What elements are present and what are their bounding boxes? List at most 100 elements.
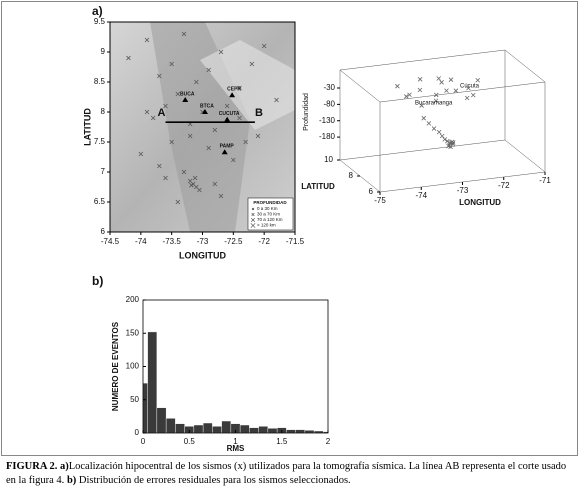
event — [439, 133, 445, 139]
caption-text: Distribución de errores residuales para … — [76, 475, 351, 486]
event — [436, 76, 442, 81]
box-edge — [339, 49, 506, 71]
event — [444, 88, 449, 93]
x-tick-label: 1 — [233, 437, 238, 446]
caption-text: Localización hipocentral de los sismos (… — [6, 461, 567, 486]
y-tick-label: 8 — [349, 171, 354, 180]
bar — [147, 331, 158, 434]
event — [433, 92, 439, 98]
z-tick-label: -30 — [323, 83, 335, 92]
caption-label: FIGURA 2. a) — [6, 461, 69, 472]
event — [453, 88, 459, 93]
event — [403, 94, 409, 99]
event — [417, 77, 423, 82]
legend-entry: 30 a 70 Km — [257, 212, 280, 217]
x-tick-label: -72 — [498, 181, 510, 190]
station — [201, 109, 208, 114]
x-axis-label: RMS — [227, 444, 245, 453]
event — [175, 91, 181, 97]
x-tick-label: -73 — [457, 186, 469, 195]
section-label: B — [255, 107, 263, 119]
bar — [295, 429, 306, 434]
event — [189, 182, 194, 188]
station-label: BUCA — [180, 91, 195, 97]
x-tick-label: -74.5 — [101, 237, 120, 246]
y-tick-label: 6.5 — [94, 197, 106, 206]
box-edge — [504, 49, 546, 83]
station-label: CUCUTA — [219, 111, 240, 117]
event — [144, 109, 150, 115]
z-axis-label: Profundidad — [303, 93, 310, 131]
legend-box — [247, 197, 294, 231]
event — [224, 103, 230, 109]
legend-symbol — [250, 217, 256, 223]
y-tick-label: 7 — [101, 167, 106, 176]
event — [192, 175, 198, 181]
event — [255, 133, 261, 139]
x-tick-label: -73.5 — [163, 237, 182, 246]
y-tick-label: 100 — [126, 362, 140, 371]
event — [169, 139, 174, 145]
annotation: Cúcuta — [460, 84, 480, 90]
bar — [249, 427, 259, 434]
bar — [258, 426, 269, 434]
y-tick-label: 8.5 — [94, 77, 106, 86]
y-tick-label: 200 — [126, 295, 140, 304]
event — [212, 127, 218, 133]
x-axis-label: LONGITUD — [459, 198, 501, 207]
event — [421, 115, 427, 121]
station-label: PAMP — [220, 144, 235, 150]
plot-frame — [142, 299, 329, 434]
event — [206, 145, 211, 151]
event — [426, 121, 432, 126]
bar — [202, 422, 213, 434]
legend-title: PROFUNDIDAD — [253, 200, 287, 205]
event — [181, 169, 187, 175]
y-tick-label: 50 — [130, 395, 139, 404]
station — [224, 116, 231, 122]
event — [163, 175, 168, 181]
y-tick-label: 8 — [101, 107, 106, 116]
legend-symbol — [251, 212, 255, 217]
legend-symbol — [250, 223, 256, 228]
y-tick-label: 10 — [324, 155, 333, 164]
annotation: Bucaramanga — [415, 101, 453, 107]
event — [470, 92, 476, 98]
legend-entry: 70 a 120 Km — [257, 217, 283, 222]
event — [218, 193, 224, 199]
event — [407, 92, 412, 98]
bar — [239, 424, 250, 434]
x-tick-label: -73 — [197, 237, 209, 246]
bar — [175, 423, 185, 434]
event — [169, 61, 174, 67]
bar — [165, 418, 176, 434]
x-tick-label: -72.5 — [224, 237, 243, 246]
y-tick-label: 0 — [135, 428, 140, 437]
y-tick-label: 9 — [101, 47, 106, 56]
bar — [286, 429, 296, 434]
event — [237, 85, 242, 91]
y-tick-label: 9.5 — [94, 17, 106, 26]
event — [218, 49, 224, 55]
station — [221, 149, 228, 155]
event — [175, 199, 181, 205]
event — [126, 55, 131, 61]
event — [157, 73, 162, 79]
event — [448, 144, 453, 150]
legend-entry: > 120 km — [257, 223, 276, 228]
x-tick-label: -72 — [258, 237, 270, 246]
event — [433, 98, 439, 104]
event — [464, 95, 470, 101]
x-tick-label: 2 — [326, 437, 331, 446]
event — [150, 115, 156, 121]
event — [448, 77, 454, 82]
event — [206, 67, 211, 73]
event — [417, 87, 423, 93]
event — [237, 115, 242, 121]
station-label: BTCA — [200, 103, 214, 109]
x-tick-label: -74 — [415, 191, 427, 200]
z-tick-label: -180 — [319, 132, 336, 141]
station — [182, 97, 189, 102]
bar — [142, 382, 148, 434]
